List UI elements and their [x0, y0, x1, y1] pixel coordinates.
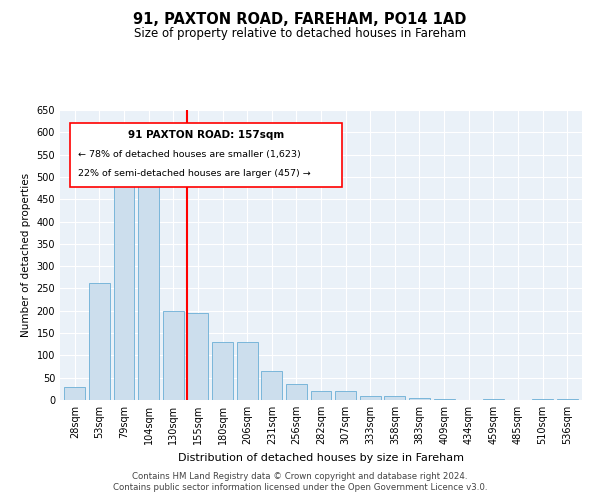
Text: 91 PAXTON ROAD: 157sqm: 91 PAXTON ROAD: 157sqm	[128, 130, 284, 140]
Bar	[163, 311, 184, 400]
Bar	[64, 386, 85, 400]
FancyBboxPatch shape	[70, 123, 342, 187]
Bar	[483, 399, 504, 400]
Text: Contains public sector information licensed under the Open Government Licence v3: Contains public sector information licen…	[113, 484, 487, 492]
Bar	[187, 313, 208, 400]
Bar	[311, 391, 331, 400]
Bar	[261, 371, 282, 400]
Text: Size of property relative to detached houses in Fareham: Size of property relative to detached ho…	[134, 28, 466, 40]
Bar	[360, 396, 381, 400]
Bar	[532, 399, 553, 400]
Bar	[89, 283, 110, 400]
Text: Contains HM Land Registry data © Crown copyright and database right 2024.: Contains HM Land Registry data © Crown c…	[132, 472, 468, 481]
Text: ← 78% of detached houses are smaller (1,623): ← 78% of detached houses are smaller (1,…	[78, 150, 301, 160]
Bar	[385, 396, 406, 400]
Bar	[409, 398, 430, 400]
Bar	[557, 399, 578, 400]
Bar	[113, 172, 134, 400]
Bar	[138, 172, 159, 400]
Text: 91, PAXTON ROAD, FAREHAM, PO14 1AD: 91, PAXTON ROAD, FAREHAM, PO14 1AD	[133, 12, 467, 28]
Y-axis label: Number of detached properties: Number of detached properties	[21, 173, 31, 337]
Bar	[434, 399, 455, 400]
X-axis label: Distribution of detached houses by size in Fareham: Distribution of detached houses by size …	[178, 452, 464, 462]
Bar	[335, 391, 356, 400]
Bar	[286, 384, 307, 400]
Bar	[236, 342, 257, 400]
Bar	[212, 342, 233, 400]
Text: 22% of semi-detached houses are larger (457) →: 22% of semi-detached houses are larger (…	[78, 169, 311, 178]
